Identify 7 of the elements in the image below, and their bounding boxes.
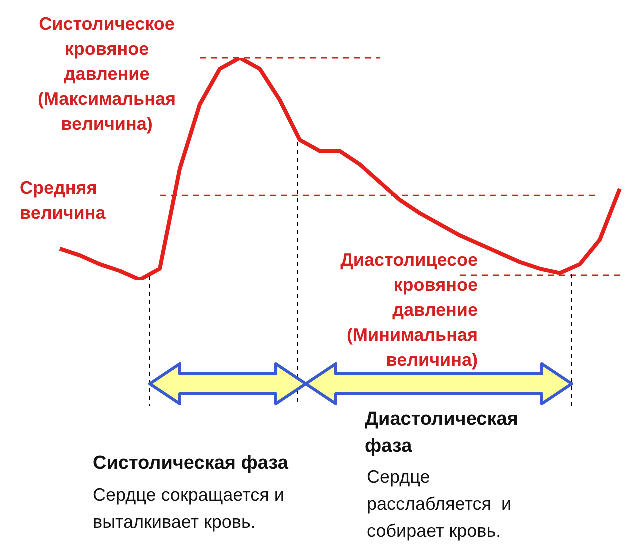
text: Систолическая фаза [93,452,288,476]
ref-line-label: Систолическое кровяное давление (Максимальная величина) [36,13,178,136]
ref-line-label: Средняя величина [20,177,107,225]
text: Сердце расслабляется и собирает кровь. [367,466,512,543]
text: Сердце сокращается и выталкивает кровь. [93,484,284,534]
text: Диастолическая фаза [365,408,518,459]
ref-line-label: Диастолицесое кровяное давление (Минимальная величина) [340,249,478,372]
